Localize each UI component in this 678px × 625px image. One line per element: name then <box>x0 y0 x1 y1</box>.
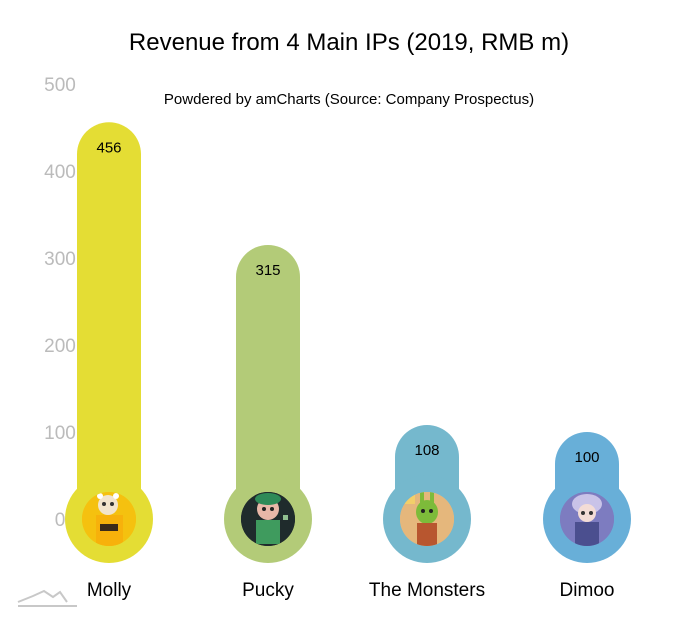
x-tick-label: Dimoo <box>560 580 615 601</box>
x-tick-label: Molly <box>87 580 132 601</box>
bar[interactable] <box>236 244 300 519</box>
y-axis: 0 100 200 300 400 500 <box>44 75 76 531</box>
pucky-figure-icon <box>241 492 295 546</box>
y-tick-label: 100 <box>44 423 76 444</box>
bullet-images-layer <box>82 492 614 546</box>
data-label: 315 <box>255 262 280 279</box>
x-tick-label: Pucky <box>242 580 294 601</box>
dimoo-figure-icon <box>560 492 614 546</box>
x-tick-label: The Monsters <box>369 580 485 601</box>
the-monsters-figure-icon <box>400 492 454 546</box>
chart-subtitle: Powdered by amCharts (Source: Company Pr… <box>164 91 534 108</box>
y-tick-label: 0 <box>55 510 66 531</box>
data-labels-layer: 456 315 108 100 <box>96 139 599 466</box>
y-tick-label: 200 <box>44 336 76 357</box>
data-label: 100 <box>574 449 599 466</box>
amcharts-logo-icon[interactable] <box>17 589 77 607</box>
x-axis: Molly Pucky The Monsters Dimoo <box>87 580 615 601</box>
molly-figure-icon <box>82 492 136 546</box>
bars-layer <box>65 122 631 563</box>
data-label: 108 <box>414 442 439 459</box>
chart-title: Revenue from 4 Main IPs (2019, RMB m) <box>129 29 569 56</box>
bar[interactable] <box>77 122 141 519</box>
y-tick-label: 400 <box>44 162 76 183</box>
y-tick-label: 300 <box>44 249 76 270</box>
y-tick-label: 500 <box>44 75 76 96</box>
data-label: 456 <box>96 139 121 156</box>
